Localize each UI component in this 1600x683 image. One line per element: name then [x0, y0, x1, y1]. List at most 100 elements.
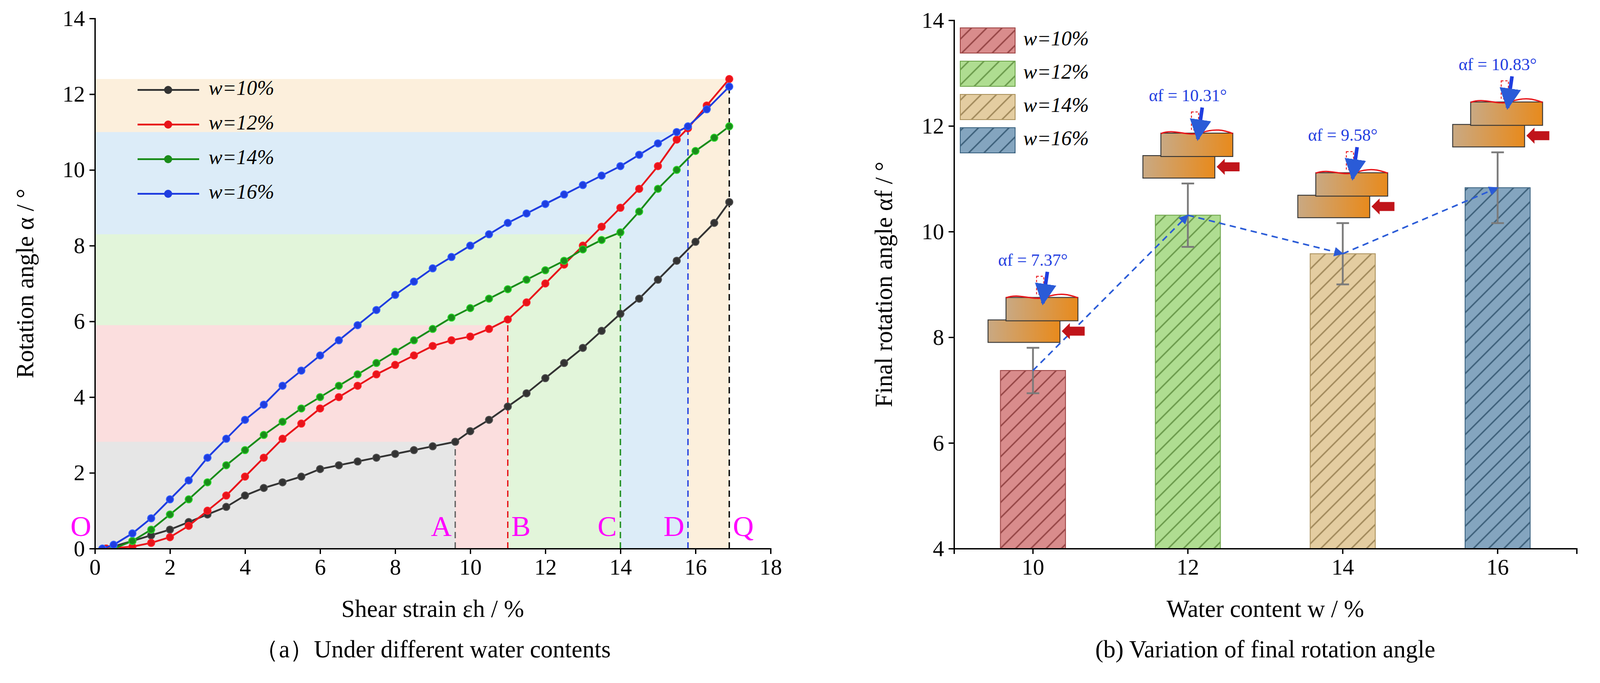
- inset-diagram: [988, 271, 1085, 343]
- plot-area: [1000, 152, 1530, 549]
- tick-label: 2: [164, 554, 176, 580]
- inset-diagram: [1297, 147, 1395, 218]
- series-marker: [616, 204, 624, 212]
- stage-boundary: [619, 234, 622, 549]
- stage-label: O: [70, 510, 92, 543]
- series-marker: [710, 219, 718, 227]
- series-marker: [725, 198, 733, 206]
- stage-label: Q: [732, 510, 754, 543]
- stage-label: D: [663, 510, 685, 543]
- series-marker: [429, 442, 437, 451]
- series-marker: [522, 298, 531, 307]
- tick-mark: [169, 548, 171, 554]
- series-marker: [410, 277, 418, 286]
- series-marker: [541, 374, 549, 382]
- series-line: [102, 86, 730, 549]
- series-marker: [279, 435, 287, 443]
- series-marker: [504, 285, 512, 293]
- inset-diagram: [1452, 76, 1550, 148]
- series-marker: [410, 336, 418, 344]
- series-marker: [504, 316, 512, 324]
- tick-label: 16: [684, 554, 708, 580]
- stage-boundary: [728, 79, 731, 549]
- series-marker: [372, 306, 380, 314]
- series-marker: [466, 304, 474, 312]
- tick-mark: [948, 19, 954, 22]
- tick-label: 4: [932, 535, 945, 562]
- tick-label: 8: [73, 232, 85, 259]
- series-marker: [672, 135, 681, 143]
- tick-mark: [1032, 548, 1034, 554]
- stage-region: [94, 441, 456, 549]
- series-marker: [297, 472, 305, 481]
- series-marker: [354, 370, 362, 379]
- series-marker: [204, 507, 212, 515]
- inset-block: [988, 320, 1061, 343]
- series-marker: [485, 416, 493, 424]
- tick-label: 10: [921, 218, 945, 245]
- legend-label: w=12%: [208, 111, 275, 134]
- series-marker: [204, 454, 212, 462]
- series-marker: [635, 207, 643, 215]
- tick-label: 2: [73, 459, 85, 486]
- tick-mark: [89, 245, 95, 247]
- series-marker: [279, 478, 287, 486]
- tick: 12: [921, 113, 954, 139]
- tick-label: 6: [932, 430, 945, 456]
- stage-label: B: [511, 510, 531, 543]
- series-marker: [710, 133, 718, 142]
- tick-label: 10: [1021, 554, 1045, 580]
- tick-label: 12: [62, 81, 85, 107]
- series-marker: [241, 416, 249, 424]
- inset-block: [1142, 155, 1215, 179]
- chart-root: 02468101214161802468101214OABCDQShear st…: [0, 0, 1600, 683]
- error-cap: [1336, 222, 1350, 224]
- data-label: αf = 9.58°: [1307, 125, 1378, 145]
- series-marker: [429, 264, 437, 272]
- legend-label: w=10%: [1023, 26, 1089, 50]
- tick-label: 12: [534, 554, 558, 580]
- tick: 0: [89, 548, 101, 580]
- series-marker: [579, 181, 587, 189]
- series-line: [106, 79, 730, 549]
- bar: [1000, 370, 1066, 549]
- series-marker: [391, 361, 399, 369]
- tick-mark: [1187, 548, 1189, 554]
- series-marker: [466, 427, 474, 435]
- tick: 18: [759, 548, 783, 580]
- series-marker: [166, 525, 174, 534]
- series-marker: [147, 539, 155, 547]
- series-marker: [260, 431, 268, 439]
- tick-mark: [319, 548, 321, 554]
- tick-label: 14: [609, 554, 633, 580]
- chart-svg: 02468101214161802468101214OABCDQShear st…: [0, 0, 1600, 683]
- series-marker: [672, 257, 681, 265]
- series-marker: [447, 253, 455, 261]
- tick-mark: [1497, 548, 1499, 554]
- axis: 024681012141618: [89, 548, 783, 580]
- legend-swatch: [960, 127, 1016, 153]
- error-cap: [1491, 151, 1504, 154]
- bar: [1155, 215, 1221, 549]
- series-marker: [672, 166, 681, 174]
- inset-load-arrow: [1507, 76, 1512, 108]
- series-marker: [691, 147, 700, 155]
- tick-label: 6: [73, 308, 85, 334]
- series-marker: [654, 185, 662, 193]
- series-marker: [654, 162, 662, 170]
- series-marker: [129, 537, 137, 545]
- series-marker: [241, 491, 249, 500]
- caption: (b) Variation of final rotation angle: [1095, 635, 1436, 663]
- legend-marker: [164, 189, 173, 198]
- tick: 14: [921, 7, 954, 33]
- tick-mark: [948, 125, 954, 127]
- series-marker: [222, 491, 230, 500]
- series-marker: [635, 185, 643, 193]
- tick-label: 6: [314, 554, 326, 580]
- series-marker: [725, 75, 733, 83]
- x-axis-title: Water content w / %: [1166, 595, 1365, 623]
- series-line: [113, 126, 730, 549]
- error-cap: [1026, 392, 1040, 395]
- tick: 12: [1176, 548, 1199, 580]
- error-cap: [1181, 245, 1195, 248]
